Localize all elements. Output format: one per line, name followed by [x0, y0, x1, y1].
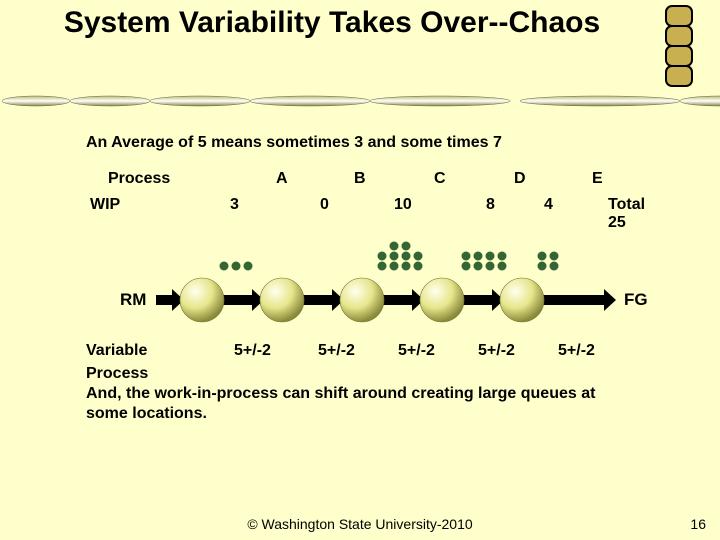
explanation-text: Process And, the work-in-process can shi…: [86, 364, 638, 424]
wip-val-d: 8: [486, 196, 495, 214]
variable-label: Variable: [86, 342, 147, 360]
wip-row: WIP 3 0 10 8 4 Total 25: [86, 196, 646, 220]
process-col-b: B: [354, 170, 366, 188]
process-header-row: Process A B C D E: [86, 170, 646, 192]
slide-number: 16: [690, 516, 706, 532]
var-val-c: 5+/-2: [398, 342, 435, 360]
fg-label: FG: [624, 290, 648, 310]
chain-icon: [656, 4, 702, 90]
var-val-e: 5+/-2: [558, 342, 595, 360]
wip-val-a: 3: [230, 196, 239, 214]
wip-row-label: WIP: [90, 196, 120, 214]
var-val-d: 5+/-2: [478, 342, 515, 360]
wip-dots: [86, 228, 666, 274]
process-col-d: D: [514, 170, 526, 188]
process-row-label: Process: [108, 170, 170, 188]
process-flow-diagram: [86, 274, 666, 330]
explanation-paragraph: And, the work-in-process can shift aroun…: [86, 385, 595, 422]
subtitle-text: An Average of 5 means sometimes 3 and so…: [86, 134, 646, 152]
var-val-a: 5+/-2: [234, 342, 271, 360]
wip-val-b: 0: [320, 196, 329, 214]
process-col-e: E: [592, 170, 603, 188]
process-col-c: C: [434, 170, 446, 188]
wip-total: Total 25: [608, 196, 646, 232]
process-col-a: A: [276, 170, 288, 188]
process-label-line2: Process: [86, 365, 148, 382]
wip-val-c: 10: [394, 196, 412, 214]
title-underline: [0, 94, 720, 108]
wip-val-e: 4: [544, 196, 553, 214]
rm-label: RM: [120, 290, 146, 310]
slide-title: System Variability Takes Over--Chaos: [0, 0, 720, 39]
var-val-b: 5+/-2: [318, 342, 355, 360]
copyright-text: © Washington State University-2010: [0, 516, 720, 532]
